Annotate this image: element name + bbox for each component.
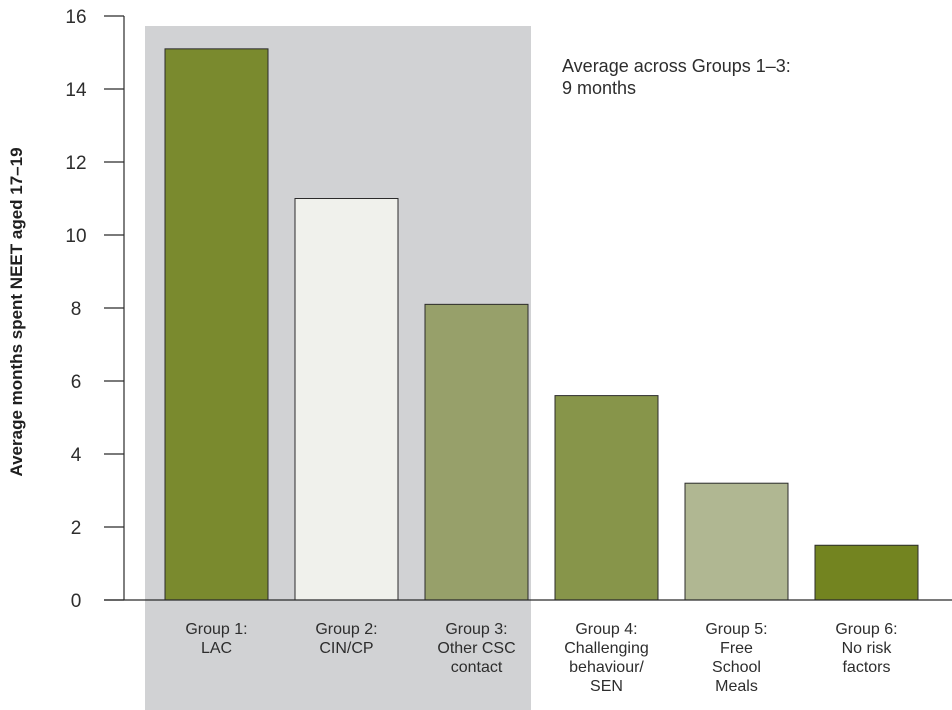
highlight-annotation: Average across Groups 1–3:9 months [562,56,791,98]
x-tick-label: Group 4: Challenging behaviour/SEN [564,621,649,695]
x-tick-label: Group 5: Free School Meals [705,621,767,695]
annotation-line: 9 months [562,78,636,98]
y-axis-title: Average months spent NEET aged 17–19 [7,147,26,476]
y-axis: 0 2 4 6 8 10 12 14 16 [65,7,125,612]
bar [554,395,659,601]
y-tick-label: 4 [71,445,82,466]
y-tick-label: 16 [65,7,86,28]
x-tick-label: Group 6: No risk factors [835,621,897,676]
y-tick-label: 14 [65,80,87,101]
bar [684,482,789,601]
y-tick-label: 0 [71,591,82,612]
bar [814,544,919,601]
x-tick-label: Group 3: Other CSC contact [437,621,515,676]
annotation-line: Average across Groups 1–3: [562,56,791,76]
y-tick-label: 8 [71,299,82,320]
bar [294,198,399,601]
bar [164,48,269,601]
x-axis: Group 1: LAC Group 2: CIN/CP Group 3: Other C… [104,599,952,695]
y-tick-label: 2 [71,518,82,539]
x-tick-label: Group 1: LAC [185,621,247,657]
bars [164,48,919,601]
bar [424,303,529,601]
y-tick-label: 10 [65,226,86,247]
y-tick-label: 12 [65,153,86,174]
y-tick-label: 6 [71,372,82,393]
x-tick-label: Group 2: CIN/CP [315,621,377,657]
